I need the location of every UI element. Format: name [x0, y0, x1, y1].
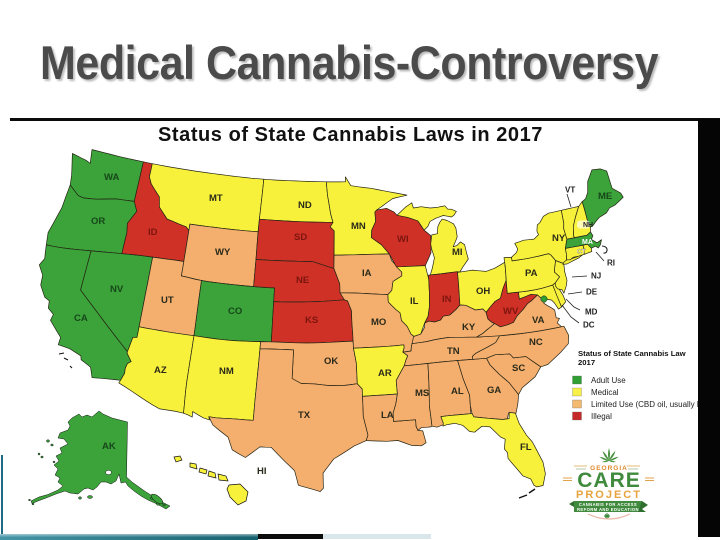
svg-text:NV: NV	[110, 284, 124, 295]
svg-text:IN: IN	[442, 294, 452, 305]
svg-text:AL: AL	[451, 386, 464, 397]
svg-text:KS: KS	[305, 315, 318, 326]
svg-text:GA: GA	[487, 385, 501, 396]
svg-text:WA: WA	[104, 172, 119, 183]
svg-text:CT: CT	[577, 249, 586, 256]
svg-text:FL: FL	[520, 442, 532, 453]
svg-text:HI: HI	[257, 466, 267, 477]
svg-text:DC: DC	[583, 321, 595, 330]
svg-text:MS: MS	[415, 388, 429, 399]
svg-text:CA: CA	[74, 313, 88, 324]
svg-text:TX: TX	[298, 410, 311, 421]
svg-text:AZ: AZ	[154, 365, 167, 376]
svg-text:IL: IL	[410, 296, 419, 307]
svg-text:MN: MN	[351, 221, 366, 232]
svg-text:DE: DE	[586, 288, 598, 297]
svg-text:OR: OR	[91, 216, 105, 227]
svg-text:MD: MD	[585, 308, 598, 317]
svg-text:OH: OH	[476, 286, 490, 297]
svg-text:MA: MA	[582, 239, 593, 246]
svg-text:WV: WV	[503, 306, 519, 317]
svg-text:Limited Use (CBD oil, usually: Limited Use (CBD oil, usually low	[591, 400, 709, 409]
svg-text:WY: WY	[215, 247, 231, 258]
svg-text:ME: ME	[598, 191, 612, 202]
svg-text:CO: CO	[228, 306, 242, 317]
svg-text:KY: KY	[462, 322, 476, 333]
svg-text:SC: SC	[512, 363, 525, 374]
svg-text:ND: ND	[298, 200, 312, 211]
svg-text:NE: NE	[296, 275, 309, 286]
svg-text:TN: TN	[447, 346, 460, 357]
svg-text:Adult Use: Adult Use	[591, 376, 626, 385]
svg-text:Illegal: Illegal	[591, 412, 612, 421]
svg-text:2017: 2017	[578, 358, 595, 367]
svg-text:REFORM AND EDUCATION: REFORM AND EDUCATION	[577, 507, 639, 512]
svg-text:VA: VA	[532, 315, 545, 326]
svg-text:AK: AK	[102, 441, 116, 452]
svg-text:Medical: Medical	[591, 388, 619, 397]
svg-text:GEORGIA: GEORGIA	[590, 465, 628, 472]
svg-text:NC: NC	[529, 337, 543, 348]
svg-text:MI: MI	[452, 247, 463, 258]
svg-text:PA: PA	[525, 268, 538, 279]
svg-text:ID: ID	[148, 227, 158, 238]
svg-text:VT: VT	[565, 186, 575, 195]
svg-text:NJ: NJ	[591, 272, 601, 281]
svg-text:UT: UT	[161, 295, 174, 306]
svg-text:IA: IA	[362, 268, 372, 279]
svg-text:AR: AR	[378, 368, 392, 379]
svg-text:CARE: CARE	[577, 469, 641, 492]
svg-text:MT: MT	[209, 193, 223, 204]
svg-text:SD: SD	[294, 232, 307, 243]
svg-text:RI: RI	[607, 259, 615, 268]
svg-text:NY: NY	[552, 233, 566, 244]
svg-text:PROJECT: PROJECT	[576, 489, 642, 501]
svg-text:MO: MO	[371, 317, 386, 328]
svg-text:WI: WI	[397, 234, 409, 245]
svg-text:NH: NH	[583, 222, 593, 229]
svg-text:CANNABIS FOR ACCESS: CANNABIS FOR ACCESS	[579, 502, 637, 507]
svg-text:LA: LA	[381, 410, 394, 421]
svg-text:NM: NM	[219, 366, 234, 377]
svg-text:Status of State Cannabis Law: Status of State Cannabis Law	[578, 349, 686, 358]
svg-text:OK: OK	[324, 356, 338, 367]
